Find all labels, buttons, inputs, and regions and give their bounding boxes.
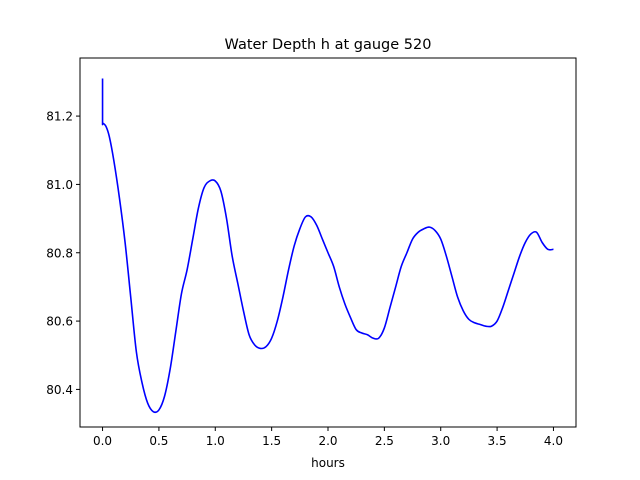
x-tick-label: 3.5 xyxy=(488,434,507,448)
x-tick-label: 2.0 xyxy=(318,434,337,448)
chart-title: Water Depth h at gauge 520 xyxy=(225,37,432,53)
y-tick-label: 80.4 xyxy=(46,383,73,397)
x-tick-label: 4.0 xyxy=(544,434,563,448)
plot-area xyxy=(80,58,576,427)
y-tick-label: 80.8 xyxy=(46,246,73,260)
plot-frame xyxy=(79,57,577,428)
x-tick-label: 3.0 xyxy=(431,434,450,448)
x-tick-label: 1.0 xyxy=(206,434,225,448)
x-tick-label: 1.5 xyxy=(262,434,281,448)
x-tick-label: 0.5 xyxy=(149,434,168,448)
y-tick-label: 80.6 xyxy=(46,315,73,329)
series-line xyxy=(101,78,554,414)
y-tick-label: 81.0 xyxy=(46,178,73,192)
x-tick-label: 2.5 xyxy=(375,434,394,448)
x-axis-ticks: 0.0 0.5 1.0 1.5 2.0 2.5 3.0 3.5 4.0 xyxy=(93,427,563,448)
y-tick-label: 81.2 xyxy=(46,110,73,124)
series-layer xyxy=(101,78,554,414)
y-axis-ticks: 80.4 80.6 80.8 81.0 81.2 xyxy=(46,110,80,397)
x-tick-label: 0.0 xyxy=(93,434,112,448)
x-axis-label: hours xyxy=(311,456,345,470)
